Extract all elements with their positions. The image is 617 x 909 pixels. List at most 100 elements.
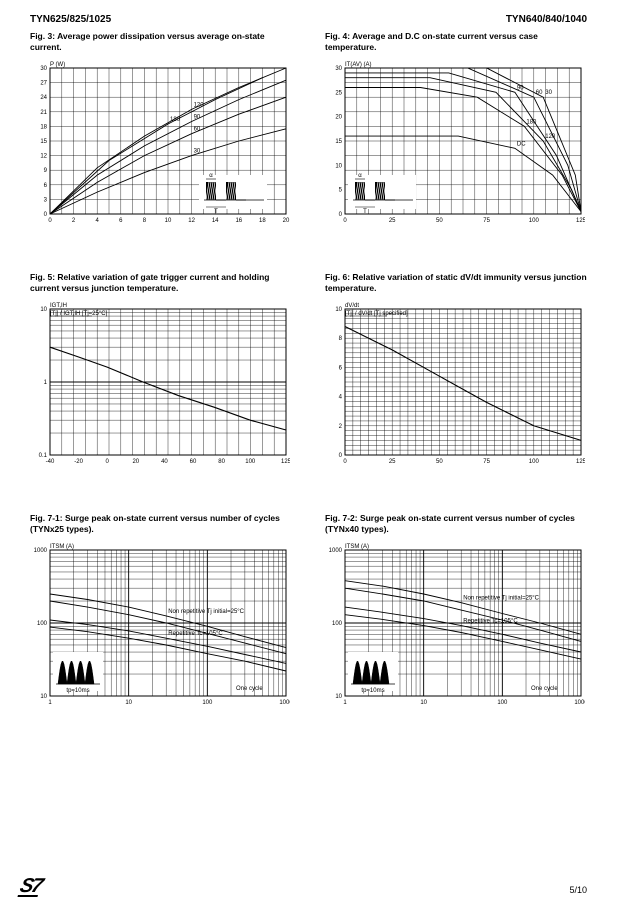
svg-text:60: 60 [194,127,201,133]
svg-text:1000: 1000 [329,548,343,554]
svg-text:100: 100 [529,218,540,224]
svg-text:10: 10 [40,307,47,313]
svg-text:30: 30 [40,66,47,72]
fig71-chart: Non repetitive Tj initial=25°CRepetitive… [30,540,290,708]
fig4-chart: DC1801209060300255075100125051015202530I… [325,58,585,226]
svg-text:2: 2 [339,424,343,430]
svg-text:0.1: 0.1 [39,453,48,459]
svg-text:-40: -40 [46,459,55,465]
fig6-title: Fig. 6: Relative variation of static dV/… [325,272,587,295]
svg-text:100: 100 [37,621,48,627]
svg-text:125: 125 [576,459,585,465]
svg-text:100: 100 [529,459,540,465]
svg-text:75: 75 [483,218,490,224]
svg-text:1000: 1000 [574,700,585,706]
svg-text:10: 10 [165,218,172,224]
svg-text:180: 180 [170,117,181,123]
svg-text:10: 10 [335,163,342,169]
svg-text:IT(AV) (A): IT(AV) (A) [345,62,372,68]
device-right: TYN640/840/1040 [506,14,587,25]
svg-text:0: 0 [339,212,343,218]
svg-text:1: 1 [343,700,347,706]
svg-text:tp=10ms: tp=10ms [361,688,384,694]
fig72-chart: Non repetitive Tj initial=25°CRepetitive… [325,540,585,708]
svg-text:16: 16 [235,218,242,224]
svg-text:10: 10 [335,694,342,700]
fig3-chart: 1801209060300246810121416182003691215182… [30,58,290,226]
svg-text:125: 125 [281,459,290,465]
fig72-title: Fig. 7-2: Surge peak on-state current ve… [325,513,587,536]
svg-text:125: 125 [576,218,585,224]
svg-text:18: 18 [40,124,47,130]
svg-text:6: 6 [339,365,343,371]
svg-text:9: 9 [44,168,48,174]
svg-text:50: 50 [436,459,443,465]
svg-text:5: 5 [339,188,343,194]
svg-text:80: 80 [218,459,225,465]
svg-text:tp=10ms: tp=10ms [66,688,89,694]
svg-text:15: 15 [40,139,47,145]
svg-text:120: 120 [194,102,205,108]
svg-text:1: 1 [48,700,52,706]
svg-text:3: 3 [44,197,48,203]
svg-text:-20: -20 [74,459,83,465]
svg-text:8: 8 [143,218,147,224]
svg-text:30: 30 [335,66,342,72]
svg-text:12: 12 [188,218,195,224]
svg-text:0: 0 [343,459,347,465]
device-left: TYN625/825/1025 [30,14,111,25]
svg-text:6: 6 [119,218,123,224]
svg-text:25: 25 [389,218,396,224]
svg-text:20: 20 [283,218,290,224]
svg-text:50: 50 [436,218,443,224]
svg-text:IGT,IH: IGT,IH [50,303,67,309]
svg-text:180: 180 [526,119,537,125]
svg-text:30: 30 [545,90,552,96]
svg-text:18: 18 [259,218,266,224]
svg-text:24: 24 [40,95,47,101]
svg-text:α: α [358,173,362,179]
svg-text:10: 10 [40,694,47,700]
svg-text:15: 15 [335,139,342,145]
svg-text:14: 14 [212,218,219,224]
svg-text:25: 25 [389,459,396,465]
fig5-title: Fig. 5: Relative variation of gate trigg… [30,272,292,295]
svg-text:20: 20 [335,115,342,121]
svg-text:α: α [209,173,213,179]
svg-text:0: 0 [48,218,52,224]
svg-text:One cycle: One cycle [531,686,558,692]
svg-text:ITSM (A): ITSM (A) [345,544,369,550]
svg-text:100: 100 [332,621,343,627]
fig4-title: Fig. 4: Average and D.C on-state current… [325,31,587,54]
svg-text:27: 27 [40,81,47,87]
svg-text:ITSM (A): ITSM (A) [50,544,74,550]
svg-text:10: 10 [335,307,342,313]
svg-text:100: 100 [202,700,213,706]
fig5-chart: -40-200204060801001250.1110IGT,IH[Tj] / … [30,299,290,467]
svg-text:8: 8 [339,336,343,342]
svg-text:90: 90 [194,115,201,121]
svg-text:1000: 1000 [279,700,290,706]
svg-text:75: 75 [483,459,490,465]
svg-text:21: 21 [40,110,47,116]
fig3-title: Fig. 3: Average power dissipation versus… [30,31,292,54]
svg-text:100: 100 [245,459,256,465]
svg-text:Repetitive Tc=105°C: Repetitive Tc=105°C [463,619,518,625]
svg-text:1: 1 [44,380,48,386]
svg-text:0: 0 [339,453,343,459]
svg-text:One cycle: One cycle [236,686,263,692]
svg-text:40: 40 [161,459,168,465]
svg-text:10: 10 [420,700,427,706]
svg-text:T: T [214,209,218,215]
svg-text:Repetitive Tc=105°C: Repetitive Tc=105°C [168,631,223,637]
fig71-title: Fig. 7-1: Surge peak on-state current ve… [30,513,292,536]
svg-text:10: 10 [125,700,132,706]
svg-text:0: 0 [44,212,48,218]
svg-text:0: 0 [106,459,110,465]
svg-text:100: 100 [497,700,508,706]
svg-text:20: 20 [132,459,139,465]
svg-text:4: 4 [339,395,343,401]
svg-text:P (W): P (W) [50,62,65,68]
svg-text:0: 0 [343,218,347,224]
fig6-chart: 02550751001250246810dV/dt[Tj] / dV/dt [T… [325,299,585,467]
